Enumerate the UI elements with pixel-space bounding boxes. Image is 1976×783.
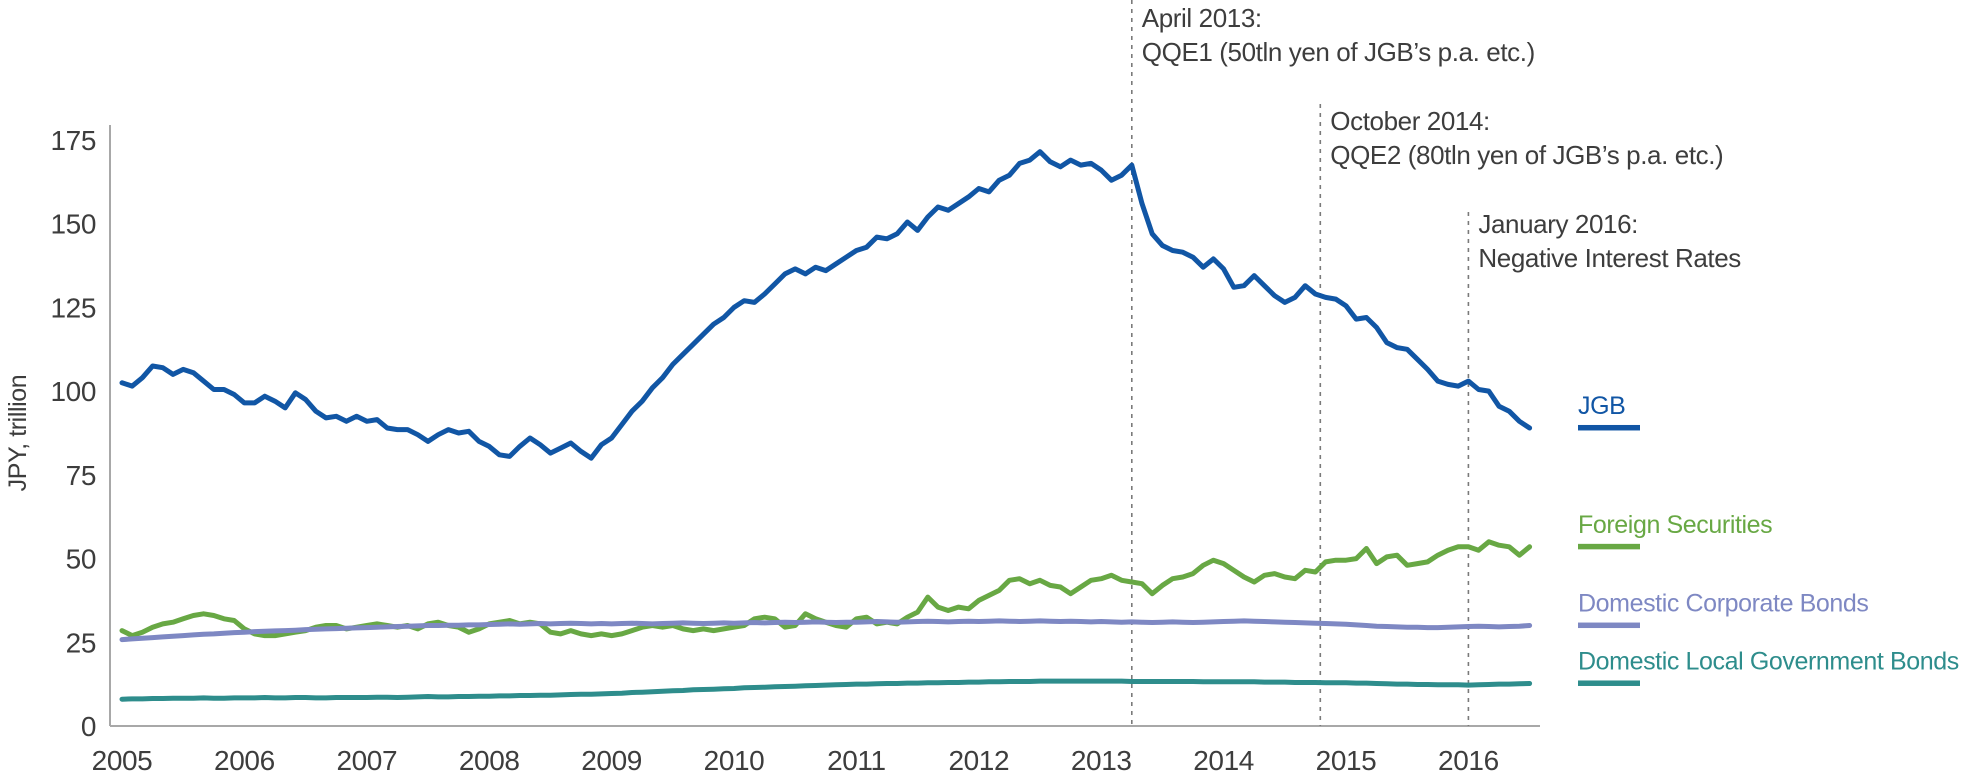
y-tick-label-75: 75 [66, 460, 96, 491]
legend-swatch-domestic-local-government-bonds [1578, 680, 1640, 686]
legend-label-domestic-corporate-bonds: Domestic Corporate Bonds [1578, 590, 1869, 618]
x-tick-label-2013: 2013 [1071, 745, 1132, 776]
annotation-january-2016-line1: January 2016: [1478, 209, 1638, 239]
x-tick-label-2014: 2014 [1193, 745, 1254, 776]
legend-swatch-foreign-securities [1578, 543, 1640, 550]
x-tick-label-2008: 2008 [459, 745, 520, 776]
x-tick-label-2011: 2011 [827, 745, 886, 776]
x-tick-label-2006: 2006 [214, 745, 275, 776]
y-axis-title: JPY, trillion [4, 375, 32, 492]
annotation-april-2013-line1: April 2013: [1142, 3, 1262, 33]
annotation-january-2016-line2: Negative Interest Rates [1478, 243, 1741, 273]
x-tick-label-2009: 2009 [581, 745, 642, 776]
legend-label-jgb: JGB [1578, 392, 1625, 420]
y-tick-label-150: 150 [50, 209, 96, 240]
y-tick-label-175: 175 [50, 125, 96, 156]
y-tick-label-100: 100 [50, 376, 96, 407]
annotation-october-2014-line2: QQE2 (80tln yen of JGB’s p.a. etc.) [1330, 140, 1723, 170]
series-line-domestic-local-government-bonds [119, 678, 1533, 702]
legend-swatch-jgb [1578, 424, 1640, 431]
y-tick-label-25: 25 [66, 627, 96, 658]
annotation-april-2013-line2: QQE1 (50tln yen of JGB’s p.a. etc.) [1142, 37, 1535, 67]
x-tick-label-2016: 2016 [1438, 745, 1499, 776]
y-tick-label-125: 125 [50, 292, 96, 323]
legend-label-domestic-local-government-bonds: Domestic Local Government Bonds [1578, 647, 1959, 675]
x-tick-label-2007: 2007 [336, 745, 397, 776]
x-tick-label-2012: 2012 [948, 745, 1009, 776]
series-line-domestic-corporate-bonds [119, 618, 1533, 643]
series-line-jgb [119, 149, 1533, 461]
y-tick-label-50: 50 [66, 544, 96, 575]
annotation-october-2014-line1: October 2014: [1330, 106, 1490, 136]
x-tick-label-2005: 2005 [92, 745, 153, 776]
x-tick-label-2015: 2015 [1316, 745, 1377, 776]
y-tick-label-0: 0 [81, 711, 96, 742]
legend-label-foreign-securities: Foreign Securities [1578, 511, 1772, 539]
legend-swatch-domestic-corporate-bonds [1578, 622, 1640, 629]
x-tick-label-2010: 2010 [704, 745, 765, 776]
